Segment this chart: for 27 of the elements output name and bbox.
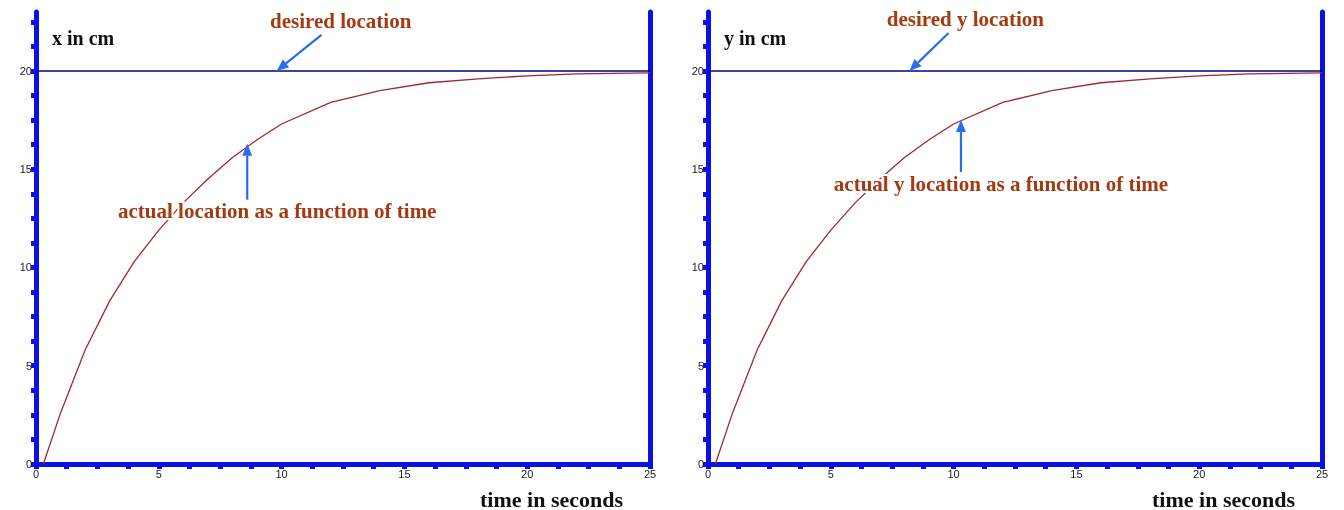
y-tick-label: 10 (19, 261, 32, 274)
x-axis-title: time in seconds (1152, 486, 1296, 510)
annotation: actual location as a function of time (117, 199, 437, 224)
x-tick-label: 10 (275, 467, 288, 480)
x-tick-label: 15 (1070, 467, 1083, 480)
y-tick-label: 5 (25, 359, 32, 372)
x-tick-label: 5 (155, 467, 162, 480)
y-tick-label: 0 (25, 458, 32, 470)
y-axis-title: y in cm (724, 27, 787, 50)
annotation: desired y location (886, 6, 1045, 31)
y-tick-label: 15 (691, 163, 704, 176)
x-tick-label: 15 (398, 467, 411, 480)
x-tick-label: 10 (947, 467, 960, 480)
x-axis-title: time in seconds (480, 486, 624, 510)
y-tick-label: 10 (691, 261, 704, 274)
y-tick-label: 5 (697, 359, 704, 372)
y-axis-title: x in cm (52, 27, 115, 49)
y-tick-label: 20 (691, 64, 704, 77)
x-tick-label: 25 (643, 467, 657, 480)
annotation: desired location (270, 8, 412, 33)
y-tick-label: 0 (697, 458, 704, 470)
y-tick-label: 15 (19, 163, 32, 176)
x-tick-label: 20 (1193, 467, 1206, 480)
x-tick-label: 5 (827, 467, 834, 480)
x-tick-label: 20 (521, 467, 534, 480)
x-tick-label: 25 (1315, 467, 1329, 480)
y-tick-label: 20 (19, 64, 32, 77)
